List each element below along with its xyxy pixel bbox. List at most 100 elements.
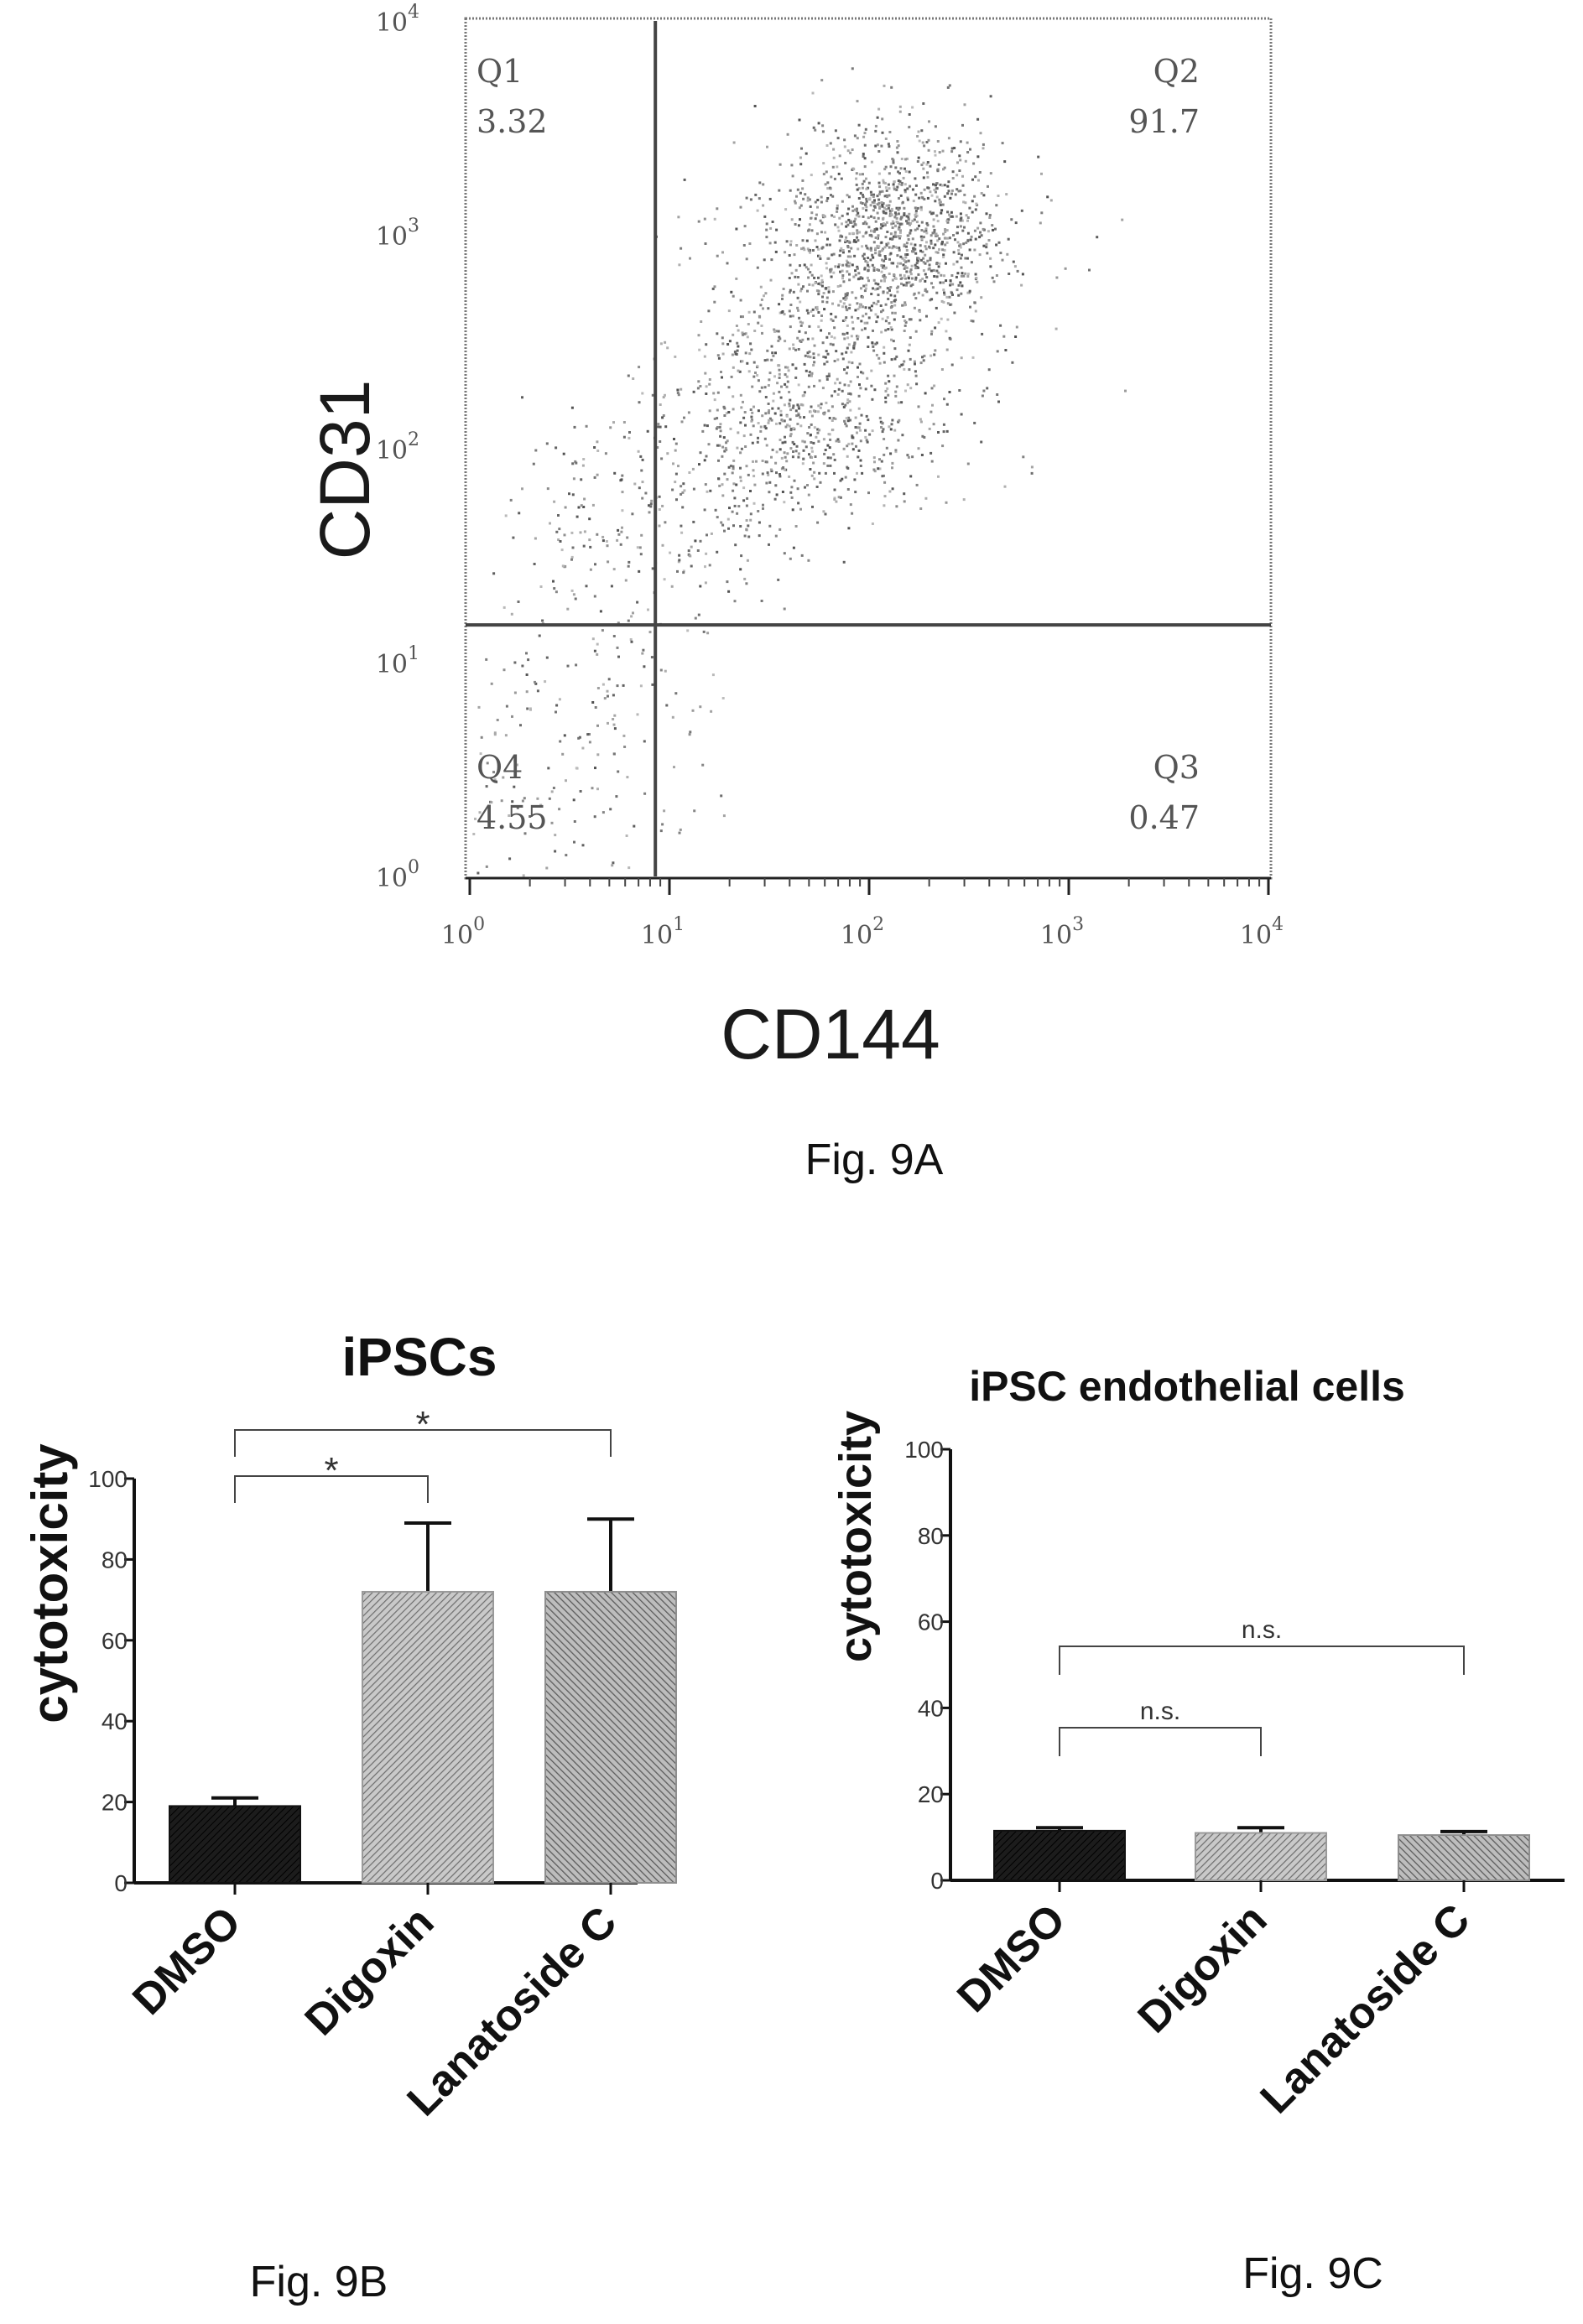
event-dot <box>846 336 850 340</box>
event-dot <box>808 426 811 429</box>
event-dot <box>650 656 654 659</box>
event-dot <box>768 417 772 420</box>
event-dot <box>880 223 883 226</box>
event-dot <box>831 290 835 294</box>
event-dot <box>1030 465 1034 469</box>
event-dot <box>716 254 719 257</box>
event-dot <box>844 476 847 479</box>
event-dot <box>663 578 666 581</box>
event-dot <box>957 283 961 287</box>
event-dot <box>946 221 950 224</box>
event-dot <box>735 325 738 327</box>
event-dot <box>616 538 619 542</box>
event-dot <box>801 403 805 407</box>
event-dot <box>1124 389 1127 393</box>
event-dot <box>892 262 895 265</box>
event-dot <box>739 315 742 319</box>
event-dot <box>810 216 812 220</box>
event-dot <box>969 305 971 309</box>
event-dot <box>841 263 845 267</box>
event-dot <box>828 446 831 450</box>
event-dot <box>952 251 956 254</box>
event-dot <box>799 424 803 428</box>
event-dot <box>884 320 888 323</box>
category-label: Digoxin <box>1129 1895 1277 2042</box>
event-dot <box>953 311 956 315</box>
event-dot <box>862 179 866 183</box>
event-dot <box>922 102 925 105</box>
event-dot <box>903 330 906 332</box>
event-dot <box>906 221 909 225</box>
event-dot <box>799 264 801 268</box>
event-dot <box>513 661 517 664</box>
event-dot <box>813 344 816 347</box>
event-dot <box>633 824 636 828</box>
event-dot <box>929 257 932 260</box>
event-dot <box>1004 349 1008 351</box>
event-dot <box>946 211 950 214</box>
event-dot <box>490 801 493 804</box>
event-dot <box>696 549 700 552</box>
event-dot <box>1049 199 1053 202</box>
event-dot <box>995 204 998 207</box>
event-dot <box>719 423 722 426</box>
event-dot <box>817 293 820 296</box>
event-dot <box>890 338 893 341</box>
event-dot <box>876 287 879 290</box>
event-dot <box>788 347 791 351</box>
event-dot <box>927 186 930 190</box>
event-dot <box>898 273 902 277</box>
event-dot <box>950 274 954 277</box>
event-dot <box>596 440 599 444</box>
event-dot <box>749 198 752 201</box>
event-dot <box>797 452 800 455</box>
event-dot <box>883 168 887 171</box>
event-dot <box>903 492 906 496</box>
event-dot <box>982 147 985 150</box>
event-dot <box>788 475 791 478</box>
event-dot <box>846 270 849 273</box>
event-dot <box>826 237 829 241</box>
event-dot <box>820 319 823 322</box>
event-dot <box>939 281 942 284</box>
event-dot <box>885 208 888 211</box>
event-dot <box>895 355 898 358</box>
event-dot <box>706 632 710 635</box>
event-dot <box>922 261 925 264</box>
event-dot <box>903 320 907 322</box>
event-dot <box>806 337 810 341</box>
event-dot <box>716 550 719 554</box>
event-dot <box>951 170 955 174</box>
event-dot <box>820 274 823 278</box>
event-dot <box>803 440 806 444</box>
event-dot <box>956 226 959 229</box>
event-dot <box>490 682 493 685</box>
event-dot <box>831 394 834 398</box>
event-dot <box>989 265 992 268</box>
event-dot <box>883 474 885 477</box>
event-dot <box>788 254 791 257</box>
event-dot <box>485 658 488 661</box>
event-dot <box>931 286 935 289</box>
event-dot <box>893 188 896 191</box>
event-dot <box>607 721 609 725</box>
event-dot <box>877 299 880 303</box>
event-dot <box>965 214 968 217</box>
event-dot <box>768 242 772 245</box>
event-dot <box>657 423 660 426</box>
event-dot <box>924 253 927 257</box>
event-dot <box>924 279 927 283</box>
event-dot <box>841 269 844 273</box>
event-dot <box>801 462 805 465</box>
event-dot <box>794 200 796 203</box>
event-dot <box>843 145 846 148</box>
event-dot <box>936 169 940 173</box>
event-dot <box>898 110 902 113</box>
event-dot <box>920 454 924 456</box>
event-dot <box>772 392 775 395</box>
event-dot <box>881 430 884 434</box>
event-dot <box>888 214 892 217</box>
event-dot <box>847 343 851 346</box>
event-dot <box>859 201 862 205</box>
event-dot <box>855 207 858 211</box>
